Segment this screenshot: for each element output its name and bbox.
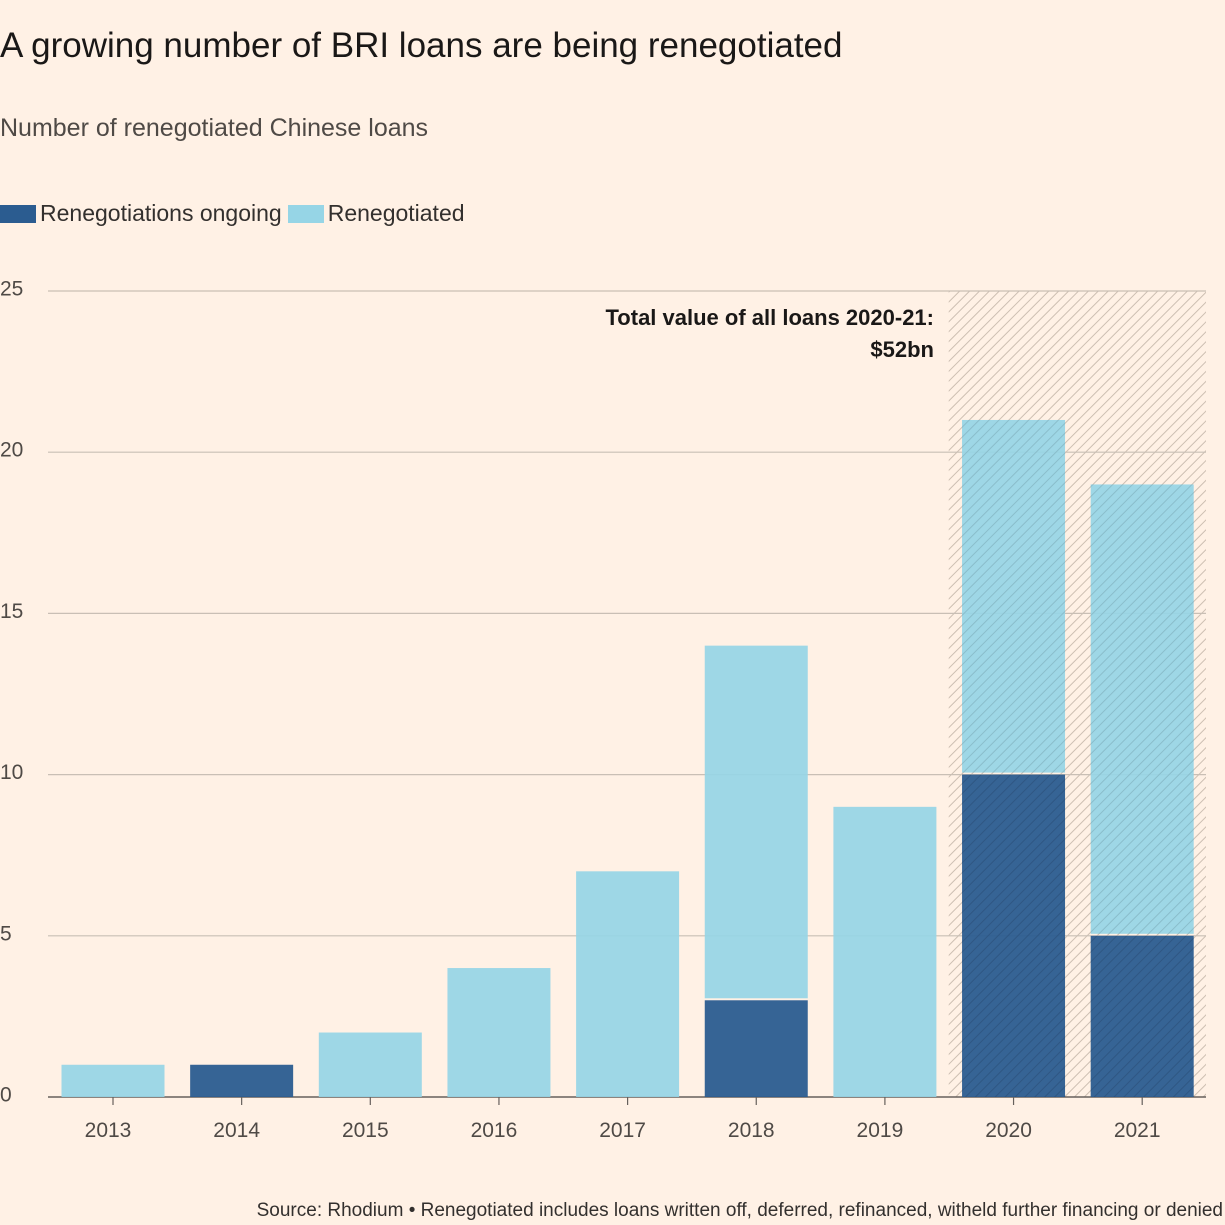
bar-hatch-renegotiated-2021: [1090, 484, 1194, 934]
bar-ongoing-2018: [704, 1000, 808, 1097]
y-tick-label: 5: [0, 922, 12, 945]
x-tick-label-2013: 2013: [85, 1119, 132, 1142]
bar-renegotiated-2015: [318, 1032, 422, 1097]
y-tick-label: 20: [0, 439, 23, 462]
x-tick-label-2014: 2014: [213, 1119, 260, 1142]
bar-renegotiated-2013: [61, 1064, 165, 1097]
legend-item-renegotiated: Renegotiated: [287, 200, 465, 227]
bar-hatch-overlay: [962, 419, 1194, 1097]
x-tick-label-2021: 2021: [1114, 1119, 1161, 1142]
bar-ongoing-2014: [190, 1064, 294, 1097]
x-tick-label-2020: 2020: [985, 1119, 1032, 1142]
legend-label-renegotiated: Renegotiated: [327, 200, 465, 226]
annotation-line-2: $52bn: [870, 337, 934, 362]
bar-renegotiated-2019: [833, 806, 937, 1097]
x-tick-label-2015: 2015: [342, 1119, 389, 1142]
annotation: Total value of all loans 2020-21: $52bn: [606, 305, 935, 362]
bar-renegotiated-2018: [704, 645, 808, 999]
bar-chart: 0 5 10 15 20 25 2013 2014 2015 2016 2017 2018 2019 20…: [0, 278, 1206, 1142]
chart-subtitle: Number of renegotiated Chinese loans: [0, 114, 429, 142]
x-tick-label-2017: 2017: [599, 1119, 646, 1142]
annotation-line-1: Total value of all loans 2020-21:: [606, 305, 935, 330]
x-tick-label-2019: 2019: [857, 1119, 904, 1142]
chart-title: A growing number of BRI loans are being …: [0, 26, 843, 65]
axes: 0 5 10 15 20 25 2013 2014 2015 2016 2017 2018 2019 20…: [0, 278, 1161, 1142]
x-tick-label-2016: 2016: [471, 1119, 518, 1142]
bar-hatch-ongoing-2021: [1090, 935, 1194, 1097]
legend-label-ongoing: Renegotiations ongoing: [40, 200, 282, 226]
y-tick-label: 25: [0, 278, 23, 301]
bar-hatch-renegotiated-2020: [962, 419, 1066, 773]
legend-swatch-ongoing: [0, 204, 36, 223]
legend-swatch-renegotiated: [287, 204, 324, 223]
y-tick-label: 15: [0, 600, 23, 623]
y-tick-label: 10: [0, 761, 23, 784]
legend: Renegotiations ongoing Renegotiated: [0, 200, 471, 227]
bar-renegotiated-2017: [576, 871, 680, 1097]
bar-hatch-ongoing-2020: [962, 774, 1066, 1097]
y-tick-label: 0: [0, 1084, 12, 1107]
bar-renegotiated-2016: [447, 968, 551, 1097]
source-note: Source: Rhodium • Renegotiated includes …: [256, 1200, 1223, 1221]
legend-item-ongoing: Renegotiations ongoing: [0, 200, 282, 227]
x-tick-label-2018: 2018: [728, 1119, 775, 1142]
